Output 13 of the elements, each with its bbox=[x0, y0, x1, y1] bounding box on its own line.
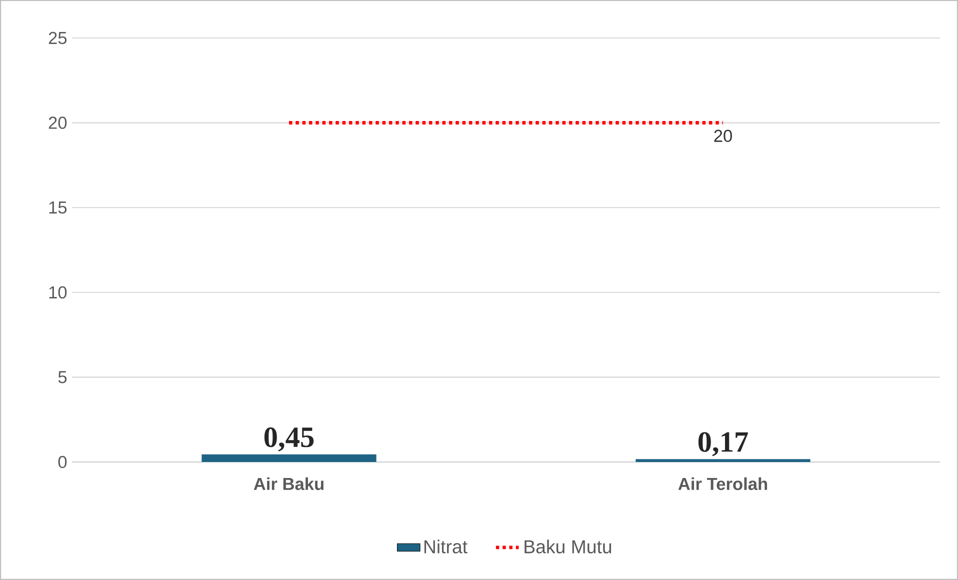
y-tick-label: 20 bbox=[48, 116, 67, 129]
x-tick-label: Air Baku bbox=[254, 477, 324, 490]
legend-label: Baku Mutu bbox=[524, 540, 612, 554]
y-tick-label: 5 bbox=[58, 371, 67, 384]
y-tick-label: 15 bbox=[49, 202, 67, 214]
legend-label: Nitrat bbox=[424, 540, 468, 554]
y-tick-label: 0 bbox=[58, 456, 67, 468]
y-tick-label: 10 bbox=[49, 286, 67, 299]
data-label: 0,17 bbox=[698, 432, 748, 456]
y-tick-label: 25 bbox=[48, 32, 67, 44]
data-label: 0,45 bbox=[264, 427, 314, 452]
x-tick-label: Air Terolah bbox=[678, 477, 768, 490]
data-label: 20 bbox=[714, 130, 732, 142]
